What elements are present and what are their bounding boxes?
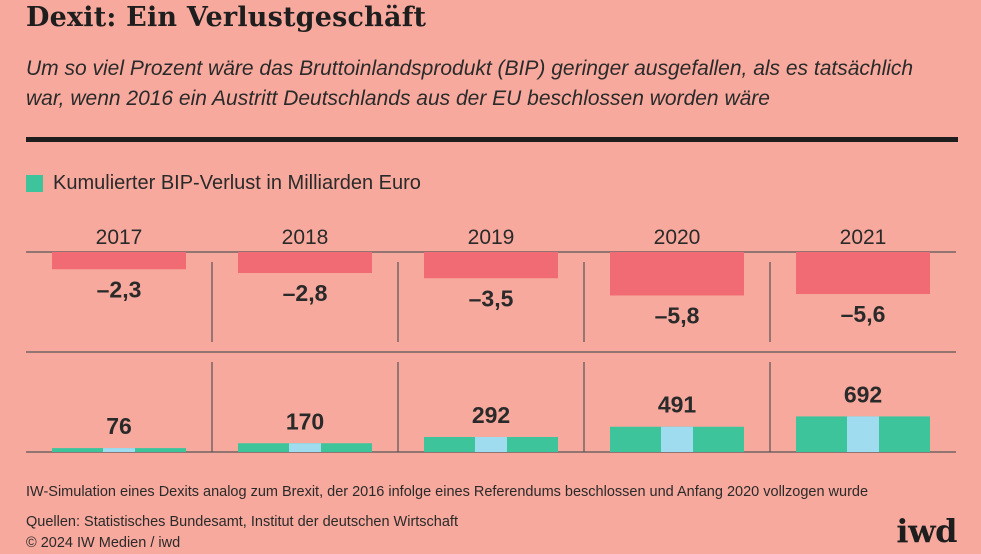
- cumulative-loss-bar-highlight: [475, 436, 507, 452]
- cumulative-loss-bar-highlight: [289, 443, 321, 452]
- gdp-loss-percent-bar: [610, 252, 744, 296]
- title-divider: [26, 137, 958, 142]
- cumulative-loss-label: 491: [658, 392, 697, 418]
- cumulative-loss-bar-highlight: [847, 416, 879, 452]
- cumulative-loss-label: 292: [472, 402, 510, 428]
- gdp-loss-percent-bar: [424, 252, 558, 279]
- year-label: 2018: [282, 226, 329, 249]
- cumulative-loss-label: 76: [106, 413, 132, 439]
- year-label: 2017: [96, 226, 143, 249]
- cumulative-loss-label: 170: [286, 408, 324, 434]
- gdp-loss-percent-label: –2,8: [283, 280, 328, 306]
- year-label: 2019: [468, 226, 515, 249]
- sources: Quellen: Statistisches Bundesamt, Instit…: [26, 514, 458, 530]
- gdp-loss-percent-label: –5,6: [841, 301, 886, 327]
- gdp-loss-percent-label: –5,8: [655, 303, 700, 329]
- gdp-loss-percent-label: –2,3: [97, 276, 142, 302]
- gdp-loss-percent-bar: [238, 252, 372, 273]
- cumulative-loss-label: 692: [844, 381, 882, 407]
- footnote: IW-Simulation eines Dexits analog zum Br…: [26, 484, 869, 500]
- iwd-logo: iwd: [896, 512, 957, 550]
- cumulative-loss-bar-highlight: [103, 448, 135, 452]
- legend-swatch: [26, 174, 43, 192]
- chart-subtitle: Um so viel Prozent wäre das Bruttoinland…: [26, 57, 914, 110]
- year-label: 2021: [840, 226, 887, 249]
- year-label: 2020: [654, 226, 701, 249]
- cumulative-loss-bar-highlight: [661, 426, 693, 452]
- legend-label: Kumulierter BIP-Verlust in Milliarden Eu…: [53, 171, 421, 194]
- gdp-loss-percent-bar: [796, 252, 930, 294]
- gdp-loss-percent-bar: [52, 252, 186, 270]
- chart-title: Dexit: Ein Verlustgeschäft: [26, 2, 427, 33]
- legend: Kumulierter BIP-Verlust in Milliarden Eu…: [26, 170, 421, 196]
- gdp-loss-percent-label: –3,5: [469, 285, 514, 311]
- copyright: © 2024 IW Medien / iwd: [26, 535, 181, 551]
